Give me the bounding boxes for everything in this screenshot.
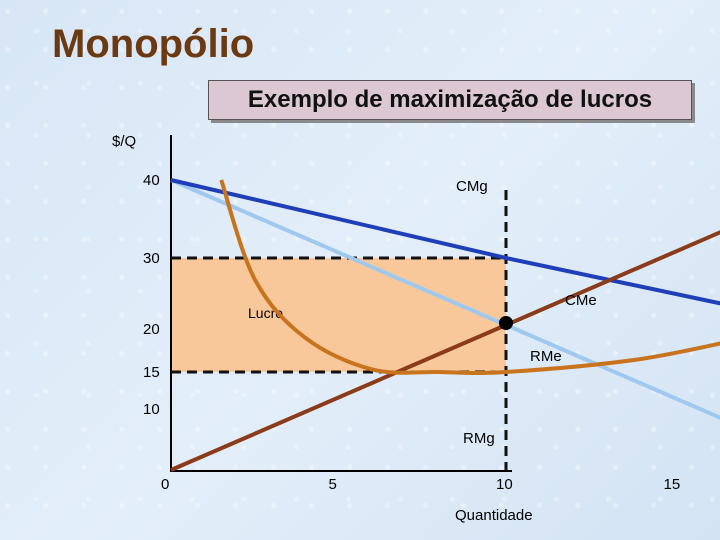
- y-axis-label: $/Q: [112, 133, 136, 150]
- rmg-label: RMg: [463, 430, 495, 447]
- y-tick-label: 10: [143, 401, 160, 418]
- rme-label: RMe: [530, 348, 562, 365]
- cme-label: CMe: [565, 292, 597, 309]
- x-tick-label: 10: [496, 476, 513, 493]
- x-tick-label: 0: [161, 476, 169, 493]
- subtitle-text: Exemplo de maximização de lucros: [247, 86, 653, 113]
- slide-title: Monopólio: [52, 22, 255, 66]
- y-tick-label: 30: [143, 250, 160, 267]
- y-tick-label: 40: [143, 172, 160, 189]
- x-tick-label: 5: [329, 476, 337, 493]
- optimum-point: [499, 316, 513, 330]
- cme-curve: [219, 179, 720, 376]
- subtitle-box: Exemplo de maximização de lucros: [208, 80, 692, 120]
- y-tick-label: 15: [143, 364, 160, 381]
- profit-area: [171, 258, 506, 372]
- x-axis-label: Quantidade: [455, 507, 533, 524]
- rme-curve: [170, 178, 720, 306]
- y-tick-label: 20: [143, 321, 160, 338]
- cmg-label: CMg: [456, 178, 488, 195]
- x-tick-label: 15: [664, 476, 681, 493]
